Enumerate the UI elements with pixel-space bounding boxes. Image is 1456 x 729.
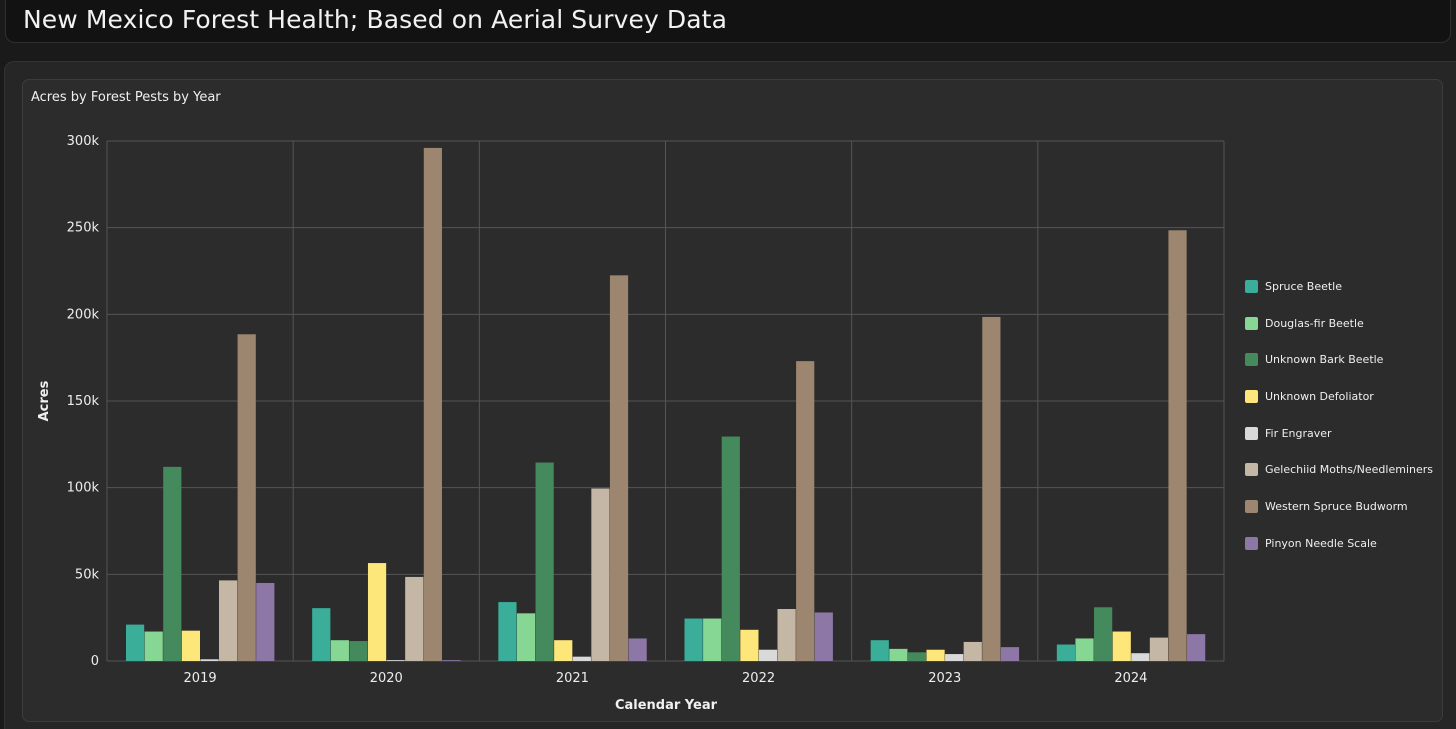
bar[interactable] bbox=[554, 640, 573, 661]
x-tick-label: 2023 bbox=[928, 671, 961, 686]
chart-legend: Spruce Beetle Douglas-fir Beetle Unknown B… bbox=[1245, 268, 1433, 562]
chart-grid bbox=[106, 140, 1225, 662]
bar[interactable] bbox=[907, 652, 927, 661]
bar[interactable] bbox=[535, 462, 554, 661]
bar[interactable] bbox=[870, 640, 889, 661]
legend-swatch bbox=[1245, 499, 1258, 513]
legend-swatch bbox=[1245, 316, 1258, 330]
bar[interactable] bbox=[740, 629, 759, 661]
bar[interactable] bbox=[1000, 647, 1020, 661]
bar[interactable] bbox=[889, 648, 908, 661]
legend-label: Unknown Defoliator bbox=[1265, 389, 1374, 403]
bar[interactable] bbox=[312, 608, 331, 661]
legend-item[interactable]: Spruce Beetle bbox=[1245, 268, 1433, 305]
legend-label: Fir Engraver bbox=[1265, 426, 1332, 440]
y-tick-label: 100k bbox=[67, 481, 100, 496]
legend-swatch bbox=[1245, 279, 1258, 293]
bar[interactable] bbox=[721, 436, 740, 661]
bar[interactable] bbox=[591, 488, 610, 661]
bar[interactable] bbox=[163, 466, 182, 661]
bar[interactable] bbox=[814, 612, 833, 661]
bar[interactable] bbox=[498, 602, 517, 661]
legend-swatch bbox=[1245, 463, 1258, 477]
y-tick-label: 250k bbox=[67, 221, 100, 236]
legend-swatch bbox=[1245, 536, 1258, 550]
bar[interactable] bbox=[982, 316, 1001, 661]
legend-label: Douglas-fir Beetle bbox=[1265, 316, 1364, 330]
bar[interactable] bbox=[609, 275, 629, 661]
bar[interactable] bbox=[405, 576, 424, 661]
y-tick-label: 0 bbox=[91, 654, 99, 669]
bar[interactable] bbox=[963, 641, 982, 661]
bar[interactable] bbox=[423, 147, 442, 661]
legend-item[interactable]: Pinyon Needle Scale bbox=[1245, 525, 1433, 562]
legend-label: Western Spruce Budworm bbox=[1265, 499, 1408, 513]
x-tick-label: 2021 bbox=[556, 671, 589, 686]
legend-label: Gelechiid Moths/Needleminers bbox=[1265, 463, 1434, 477]
y-tick-label: 300k bbox=[67, 134, 100, 149]
bar[interactable] bbox=[1112, 631, 1131, 661]
dashboard-title: New Mexico Forest Health; Based on Aeria… bbox=[23, 5, 728, 34]
bar[interactable] bbox=[1131, 653, 1150, 661]
x-tick-label: 2024 bbox=[1114, 671, 1147, 686]
bar[interactable] bbox=[1094, 607, 1113, 661]
chart-ticks: 0 50k 100k 150k 200k 250k 300k 2019 2020 2021 2022… bbox=[67, 134, 1148, 686]
x-axis-label: Calendar Year bbox=[615, 698, 718, 713]
legend-label: Unknown Bark Beetle bbox=[1265, 353, 1384, 367]
bar[interactable] bbox=[796, 361, 815, 661]
legend-item[interactable]: Gelechiid Moths/Needleminers bbox=[1245, 451, 1433, 488]
bar[interactable] bbox=[926, 649, 945, 661]
y-tick-label: 150k bbox=[67, 394, 100, 409]
legend-label: Pinyon Needle Scale bbox=[1265, 536, 1377, 550]
bar[interactable] bbox=[181, 630, 200, 661]
x-tick-label: 2019 bbox=[184, 671, 217, 686]
bar[interactable] bbox=[1187, 634, 1206, 661]
bar[interactable] bbox=[144, 631, 163, 661]
legend-item[interactable]: Unknown Defoliator bbox=[1245, 378, 1433, 415]
bar[interactable] bbox=[684, 618, 703, 661]
legend-item[interactable]: Unknown Bark Beetle bbox=[1245, 341, 1433, 378]
chart-title: Acres by Forest Pests by Year bbox=[31, 90, 221, 105]
legend-swatch bbox=[1245, 353, 1258, 367]
chart-bars bbox=[126, 147, 1206, 661]
legend-item[interactable]: Douglas-fir Beetle bbox=[1245, 305, 1433, 342]
bar[interactable] bbox=[777, 609, 796, 661]
legend-label: Spruce Beetle bbox=[1265, 279, 1342, 293]
legend-swatch bbox=[1245, 389, 1258, 403]
dashboard-header: New Mexico Forest Health; Based on Aeria… bbox=[5, 0, 1451, 43]
x-tick-label: 2022 bbox=[742, 671, 775, 686]
bar[interactable] bbox=[945, 654, 964, 661]
bar[interactable] bbox=[442, 660, 461, 661]
y-tick-label: 200k bbox=[67, 307, 100, 322]
bar[interactable] bbox=[572, 656, 591, 661]
y-tick-label: 50k bbox=[75, 567, 100, 582]
bar[interactable] bbox=[516, 613, 536, 661]
legend-item[interactable]: Western Spruce Budworm bbox=[1245, 488, 1433, 525]
bar[interactable] bbox=[1168, 230, 1187, 661]
bar[interactable] bbox=[349, 641, 368, 661]
bar[interactable] bbox=[1056, 644, 1076, 661]
bar[interactable] bbox=[367, 563, 387, 661]
bar[interactable] bbox=[1149, 637, 1169, 661]
legend-swatch bbox=[1245, 426, 1258, 440]
bar[interactable] bbox=[126, 624, 145, 661]
y-axis-label: Acres bbox=[37, 380, 52, 421]
legend-item[interactable]: Fir Engraver bbox=[1245, 415, 1433, 452]
bar[interactable] bbox=[628, 638, 647, 661]
bar[interactable] bbox=[1075, 638, 1094, 661]
bar[interactable] bbox=[256, 583, 275, 661]
bar[interactable] bbox=[386, 660, 405, 661]
bar[interactable] bbox=[237, 334, 256, 661]
bar[interactable] bbox=[200, 659, 219, 661]
bar[interactable] bbox=[758, 649, 778, 661]
bar[interactable] bbox=[219, 580, 238, 661]
x-tick-label: 2020 bbox=[370, 671, 403, 686]
bar[interactable] bbox=[703, 618, 722, 661]
bar[interactable] bbox=[330, 640, 349, 661]
